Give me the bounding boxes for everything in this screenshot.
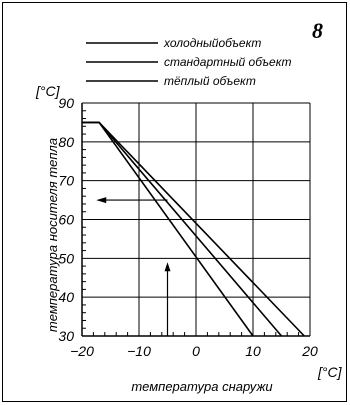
- y-tick-label: 40: [58, 289, 74, 305]
- x-axis-label: температура снаружи: [131, 379, 272, 394]
- y-tick-label: 90: [58, 95, 74, 111]
- y-axis-label: температура носителя тепла: [45, 138, 60, 332]
- x-tick-label: −20: [70, 343, 94, 359]
- badge-number: 8: [312, 18, 323, 43]
- tick-labels: 30 40 50 60 70 80 90 −20 −10 0 10 20: [58, 95, 318, 359]
- grid: [81, 102, 311, 337]
- y-tick-label: 30: [58, 328, 74, 344]
- series-lines: [82, 121, 305, 337]
- legend-label: тёплый объект: [164, 74, 256, 88]
- arrow-up-head: [164, 262, 171, 272]
- y-tick-label: 70: [58, 173, 74, 189]
- series-line: [82, 121, 305, 337]
- x-tick-label: 0: [192, 343, 200, 359]
- legend: холодныйобъект стандартный объект тёплый о…: [86, 36, 292, 88]
- legend-label: холодныйобъект: [163, 36, 261, 50]
- axes: [81, 103, 310, 337]
- series-line: [82, 121, 283, 337]
- x-tick-label: 20: [301, 343, 318, 359]
- arrow-left-head: [96, 197, 107, 204]
- y-tick-label: 80: [58, 134, 74, 150]
- annotations: [96, 197, 171, 336]
- x-unit-label: [°C]: [317, 364, 343, 380]
- x-tick-label: −10: [127, 343, 151, 359]
- y-tick-label: 60: [58, 212, 74, 228]
- y-unit-label: [°C]: [35, 83, 61, 99]
- x-tick-label: 10: [245, 343, 261, 359]
- legend-label: стандартный объект: [164, 55, 292, 69]
- y-tick-label: 50: [58, 250, 74, 266]
